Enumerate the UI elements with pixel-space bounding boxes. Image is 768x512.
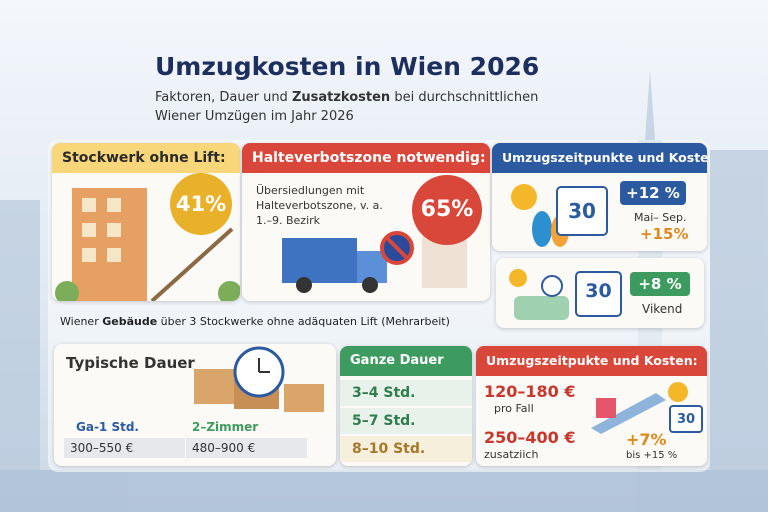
building-illustration (55, 188, 240, 301)
percent: +7% (626, 430, 667, 449)
card-heading: Umzugszeitpunkte und Kosten (492, 143, 707, 173)
duration-price: 480–900 € (186, 438, 307, 458)
weekend-illustration (509, 269, 622, 320)
total-row: 3–4 Std. (340, 380, 472, 406)
note-part: über 3 Stockwerke ohne adäquaten Lift (M… (157, 315, 450, 328)
note-bold: Gebäude (102, 315, 158, 328)
summer-illustration (511, 184, 608, 247)
title: Umzugkosten in Wien 2026 (155, 52, 540, 81)
extra: +15% (640, 225, 689, 243)
subtitle-bold: Zusatzkosten (291, 90, 391, 105)
calendar-day: 30 (676, 412, 696, 427)
cost-label: zusatziich (484, 448, 539, 461)
subtitle: Faktoren, Dauer und Zusatzkosten bei dur… (155, 88, 538, 126)
parking-card: Halteverbotszone notwendig: Übersiedlung… (242, 143, 490, 301)
duration-label: 2–Zimmer (192, 420, 259, 434)
card-heading: Stockwerk ohne Lift: (52, 143, 240, 173)
stairs-card: Stockwerk ohne Lift: 41% (52, 143, 240, 301)
percent-tag: +8 % (630, 272, 690, 296)
cost-label: pro Fall (494, 402, 534, 415)
subtitle-part: bei durchschnittlichen (390, 90, 539, 105)
period: Mai– Sep. (634, 211, 687, 224)
timing-card: Umzugszeitpunkte und Kosten 30 +12 % Mai… (492, 143, 707, 251)
percent-badge: 65% (412, 175, 482, 245)
card-heading: Halteverbotszone notwendig: (242, 143, 490, 173)
calendar-day: 30 (568, 199, 596, 223)
note: Wiener Gebäude über 3 Stockwerke ohne ad… (60, 315, 450, 328)
clock-illustration (194, 346, 324, 412)
duration-price: 300–550 € (64, 438, 185, 458)
weekend-label: Vikend (642, 302, 683, 316)
calendar-day: 30 (585, 280, 612, 302)
subtitle-line: Faktoren, Dauer und Zusatzkosten bei dur… (155, 88, 538, 107)
percent-badge: 41% (170, 173, 232, 235)
card-heading: Typische Dauer (66, 354, 195, 372)
subtitle-line: Wiener Umzügen im Jahr 2026 (155, 109, 354, 124)
card-heading: Ganze Dauer (340, 346, 472, 376)
card-text: Übersiedlungen mit Halteverbotszone, v. … (256, 184, 383, 227)
percent-note: bis +15 % (626, 450, 678, 461)
total-card: Ganze Dauer 3–4 Std. 5–7 Std. 8–10 Std. (340, 346, 472, 466)
duration-label: Ga-1 Std. (76, 420, 139, 434)
total-row: 8–10 Std. (340, 436, 472, 462)
card-heading: Umzugszeitpukte und Kosten: (476, 346, 707, 376)
cost-price: 120–180 € (484, 382, 576, 401)
note-part: Wiener (60, 315, 103, 328)
subtitle-part: Faktoren, Dauer und (155, 90, 292, 105)
percent-tag: +12 % (620, 181, 686, 205)
cost-price: 250–400 € (484, 428, 576, 447)
costs-card: Umzugszeitpukte und Kosten: 120–180 € pr… (476, 346, 707, 466)
duration-card: Typische Dauer Ga-1 Std. 300–550 € 2–Zim… (54, 344, 336, 466)
weekend-card: 30 +8 % Vikend (496, 258, 704, 328)
truck-illustration (282, 231, 467, 293)
total-row: 5–7 Std. (340, 408, 472, 434)
escalator-illustration (591, 382, 703, 434)
